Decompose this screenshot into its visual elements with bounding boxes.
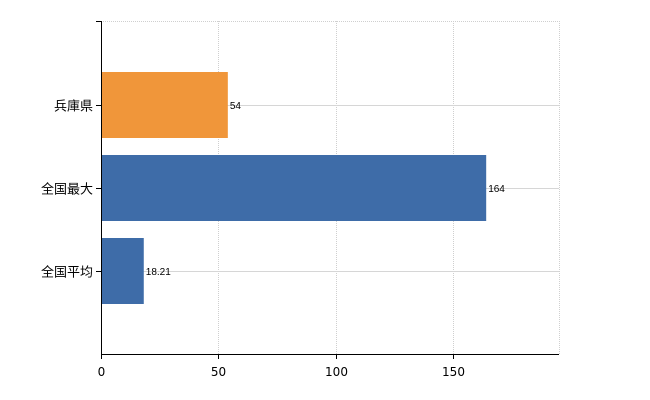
x-tick-label: 50 bbox=[211, 365, 226, 379]
bar bbox=[101, 238, 144, 304]
y-tick-label: 兵庫県 bbox=[54, 100, 93, 115]
x-tick-label: 100 bbox=[325, 365, 348, 379]
bar bbox=[101, 155, 487, 221]
data-label: 164 bbox=[488, 184, 505, 195]
x-tick-label: 0 bbox=[98, 365, 106, 379]
data-label: 18.21 bbox=[146, 267, 171, 278]
bar bbox=[101, 72, 228, 138]
y-tick-label: 全国最大 bbox=[41, 182, 93, 198]
y-tick-label: 全国平均 bbox=[41, 265, 93, 281]
bars bbox=[101, 72, 487, 304]
axes bbox=[96, 21, 559, 359]
data-label: 54 bbox=[230, 101, 242, 112]
x-tick-label: 150 bbox=[442, 365, 465, 379]
